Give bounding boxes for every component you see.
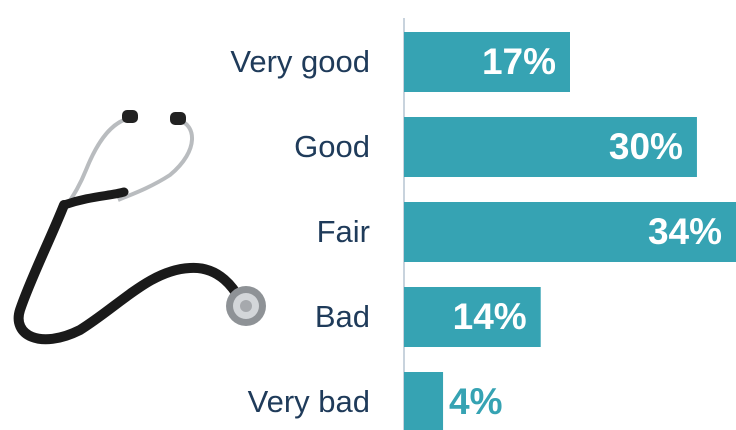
value-label: 14% (453, 296, 527, 337)
stethoscope-illustration (19, 110, 266, 339)
value-label: 34% (648, 211, 722, 252)
value-label: 30% (609, 126, 683, 167)
category-label: Bad (315, 299, 370, 334)
chart: Very good 17% Good 30% Fair 34% Bad 14% Very bad… (0, 0, 736, 430)
category-label: Good (294, 129, 370, 164)
category-label: Fair (317, 214, 370, 249)
category-label: Very good (230, 44, 370, 79)
bar (404, 372, 443, 430)
value-label: 4% (449, 381, 502, 422)
category-label: Very bad (248, 384, 370, 419)
value-label: 17% (482, 41, 556, 82)
